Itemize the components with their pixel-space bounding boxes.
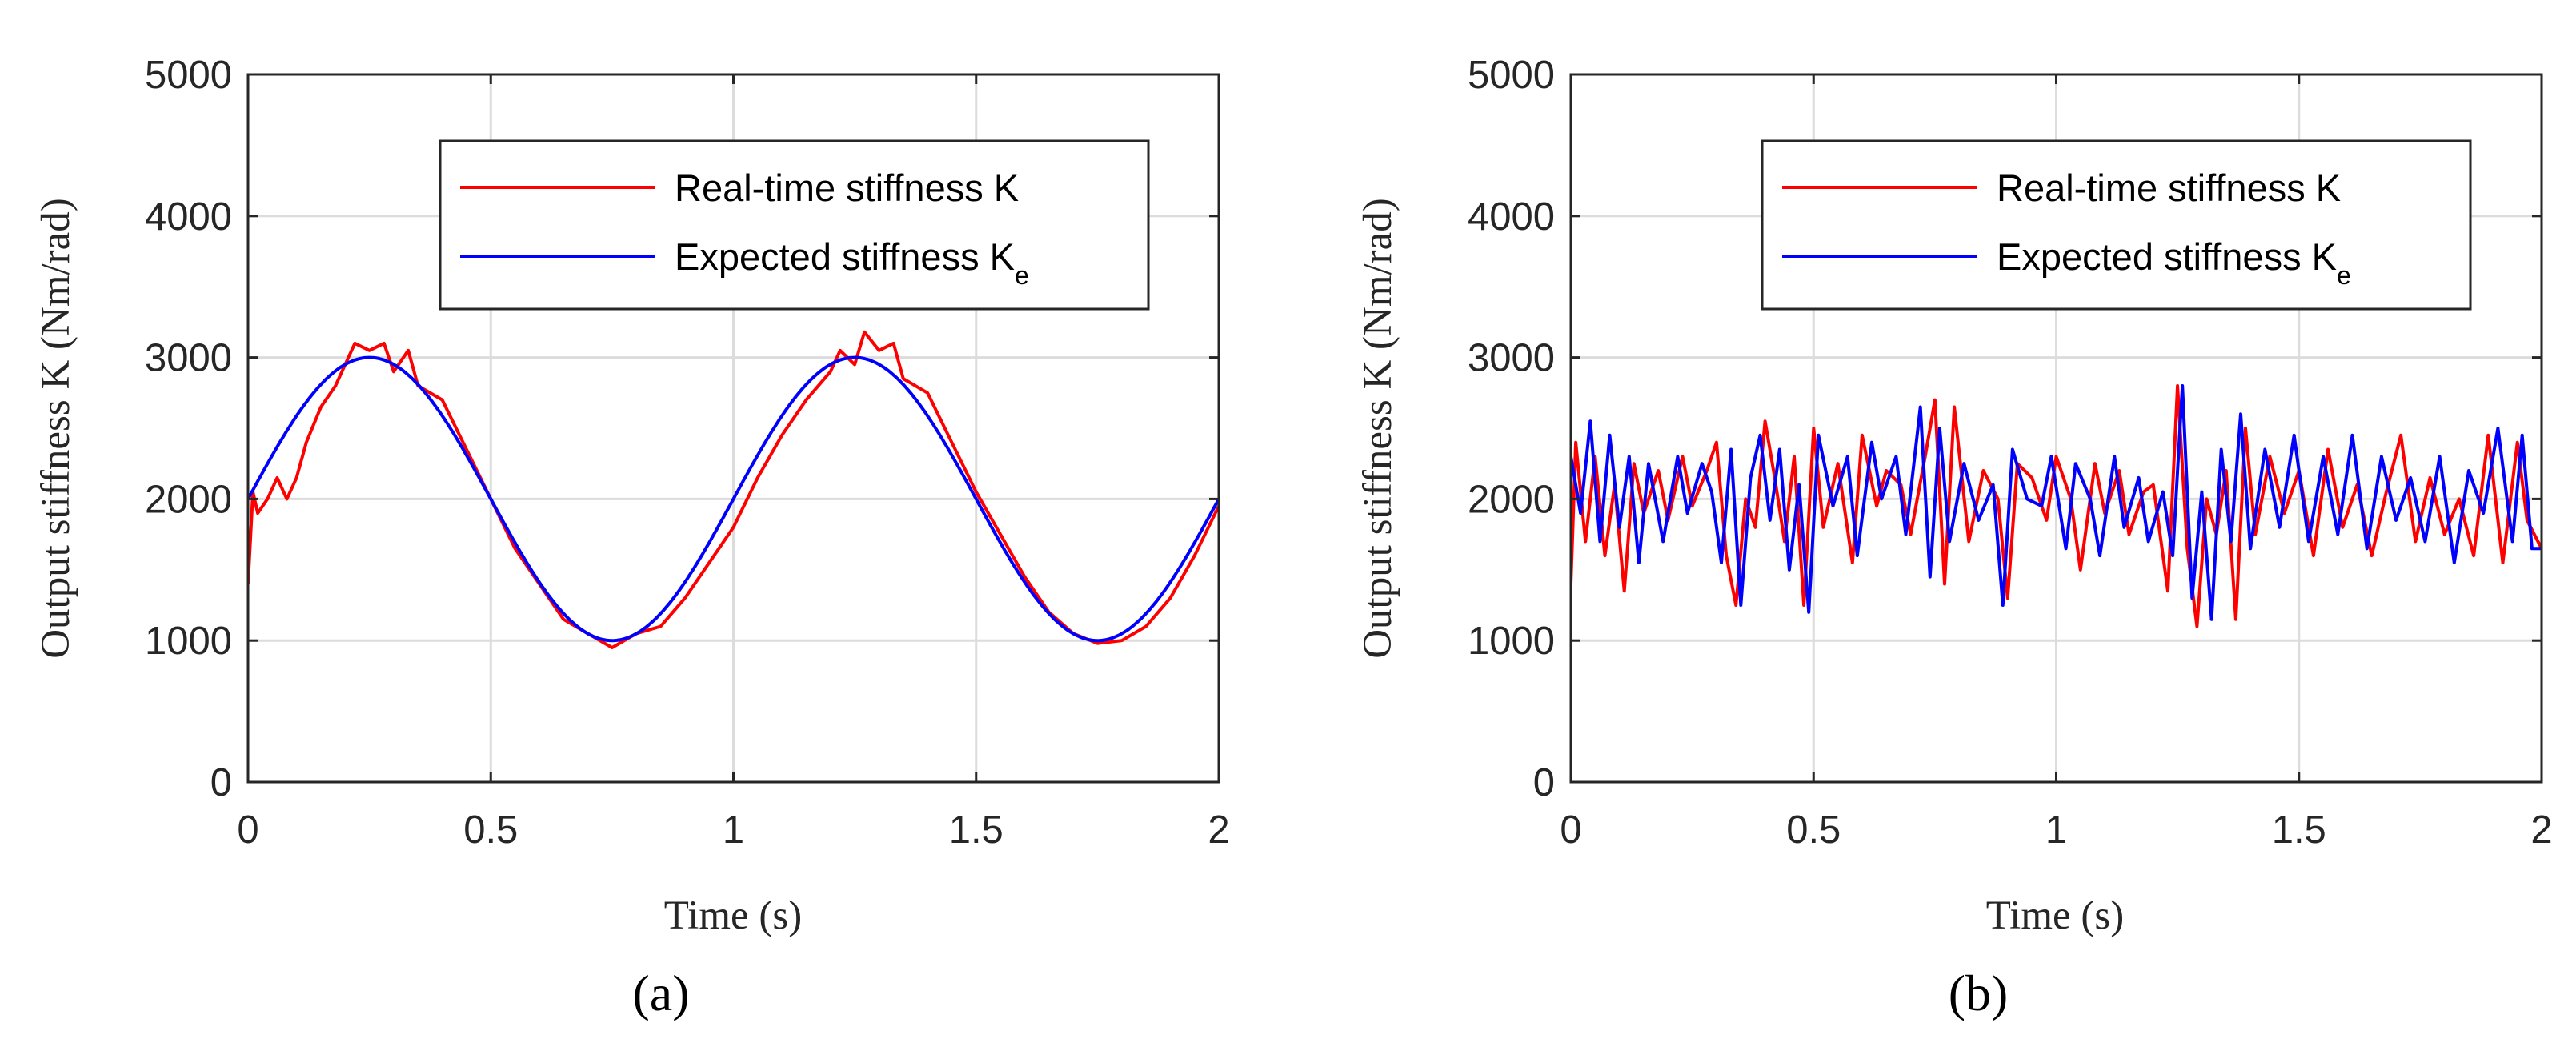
x-tick-label: 0.5 xyxy=(463,808,518,852)
legend-box-a xyxy=(439,139,1150,311)
series-lines-b xyxy=(1571,384,2542,628)
y-tick-label: 0 xyxy=(1533,761,1555,804)
y-tick-label: 4000 xyxy=(145,195,232,239)
x-tick-label: 0 xyxy=(1560,808,1581,852)
x-ticks-b: 0 0.5 1 1.5 2 xyxy=(1560,74,2553,852)
x-axis-label-a: Time (s) xyxy=(664,893,802,938)
x-tick-label: 2 xyxy=(1208,808,1229,852)
x-tick-label: 1.5 xyxy=(949,808,1004,852)
x-tick-label: 1 xyxy=(723,808,744,852)
y-tick-label: 3000 xyxy=(1468,337,1555,380)
panel-a: 0 0.5 1 1.5 2 0 1000 2000 3000 4000 5000 Time (s)… xyxy=(34,54,1230,1021)
y-tick-label: 1000 xyxy=(145,620,232,663)
series-lines-a xyxy=(248,330,1219,649)
x-tick-label: 1 xyxy=(2045,808,2067,852)
series-line-expected-stiffness xyxy=(248,355,1219,643)
legend-label-real-b: Real-time stiffness K xyxy=(1997,166,2341,209)
y-ticks-a: 0 1000 2000 3000 4000 5000 xyxy=(145,54,1219,804)
y-tick-label: 2000 xyxy=(145,478,232,521)
legend-label-real-a: Real-time stiffness K xyxy=(675,166,1019,209)
y-tick-label: 1000 xyxy=(1468,620,1555,663)
legend-a: Real-time stiffness K Expected stiffness… xyxy=(439,139,1150,311)
series-line-expected-stiffness xyxy=(1571,384,2542,621)
y-ticks-b: 0 1000 2000 3000 4000 5000 xyxy=(1468,54,2542,804)
panel-b: 0 0.5 1 1.5 2 0 1000 2000 3000 4000 5000 Time (s)… xyxy=(1356,54,2553,1021)
y-tick-label: 5000 xyxy=(145,54,232,97)
x-tick-label: 0.5 xyxy=(1786,808,1841,852)
x-axis-label-b: Time (s) xyxy=(1986,893,2124,938)
legend-box-b xyxy=(1761,139,2472,311)
y-tick-label: 5000 xyxy=(1468,54,1555,97)
x-tick-label: 2 xyxy=(2530,808,2552,852)
y-tick-label: 4000 xyxy=(1468,195,1555,239)
y-tick-label: 0 xyxy=(210,761,232,804)
panel-label-a: (a) xyxy=(632,965,689,1021)
y-axis-label-b: Output stiffness K (Nm/rad) xyxy=(1356,198,1400,659)
legend-b: Real-time stiffness K Expected stiffness… xyxy=(1761,139,2472,311)
series-line-real-time-stiffness xyxy=(248,330,1219,649)
panel-label-b: (b) xyxy=(1949,965,2009,1021)
x-tick-label: 1.5 xyxy=(2272,808,2326,852)
x-ticks-a: 0 0.5 1 1.5 2 xyxy=(237,74,1230,852)
y-tick-label: 2000 xyxy=(1468,478,1555,521)
x-tick-label: 0 xyxy=(237,808,258,852)
y-tick-label: 3000 xyxy=(145,337,232,380)
y-axis-label-a: Output stiffness K (Nm/rad) xyxy=(34,198,78,659)
